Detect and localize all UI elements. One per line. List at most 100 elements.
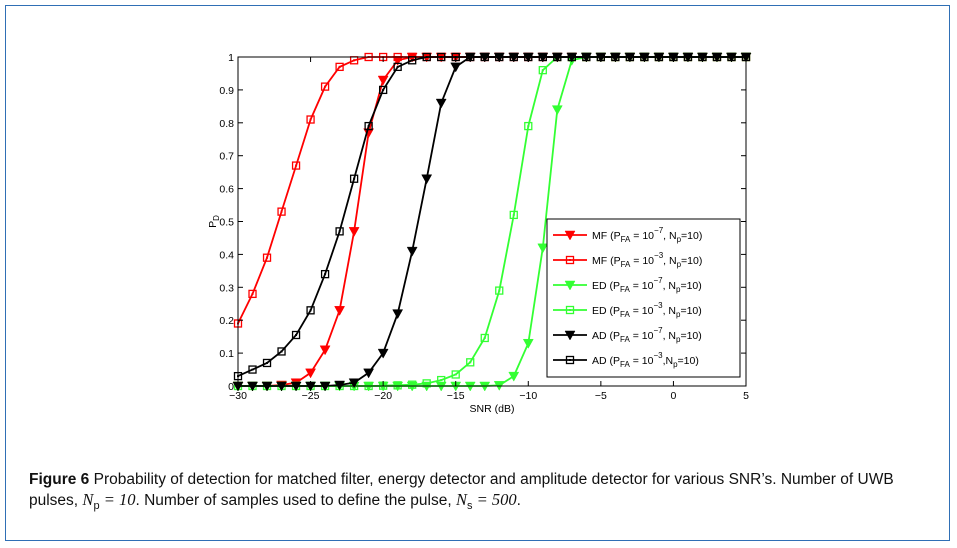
data-point-legend-3 xyxy=(564,280,576,291)
data-point-5 xyxy=(377,348,389,359)
data-point-2 xyxy=(262,253,272,262)
x-tick-label: 0 xyxy=(671,390,677,402)
legend-label-part: FA xyxy=(620,360,630,369)
data-point-3 xyxy=(537,243,549,254)
data-point-center-4 xyxy=(541,69,544,72)
data-point-4 xyxy=(408,380,417,389)
data-point-legend-6 xyxy=(565,355,575,365)
x-tick-label: −10 xyxy=(519,390,537,402)
caption-text-3: . xyxy=(516,492,521,509)
legend-label-part: , N xyxy=(663,330,676,342)
data-point-1 xyxy=(305,368,316,379)
legend-label-part: =10) xyxy=(680,305,701,317)
y-tick-label: 0.4 xyxy=(219,249,234,261)
legend-entry-6: AD (PFA = 10−3,Np=10) xyxy=(553,351,699,369)
data-point-center-6 xyxy=(280,350,283,353)
axes-layer: −30 −25 −20 −15 −10 −5 0 5 0 0.1 0.2 0.3 0.4 0.5 0.6 0.… xyxy=(207,52,749,415)
data-point-center-2 xyxy=(309,118,312,121)
x-axis-label: SNR (dB) xyxy=(470,403,515,415)
data-point-4 xyxy=(422,379,431,388)
caption-ns-subscript: s xyxy=(466,500,473,513)
data-point-4 xyxy=(524,121,533,131)
data-point-center-2 xyxy=(295,164,298,167)
legend-label-part: p xyxy=(676,285,681,294)
data-point-center-legend-6 xyxy=(569,359,571,361)
legend-label-part: −7 xyxy=(654,226,664,235)
legend-label: MF (PFA = 10−3, Np=10) xyxy=(592,251,702,269)
x-tick-label: −20 xyxy=(374,390,392,402)
data-point-legend-1 xyxy=(564,230,576,241)
legend-box xyxy=(546,218,741,378)
legend-label-part: , N xyxy=(663,255,676,267)
legend-label: ED (PFA = 10−3, Np=10) xyxy=(592,301,702,319)
data-point-center-4 xyxy=(396,384,399,387)
y-tick-label: 0.3 xyxy=(219,282,234,294)
data-point-center-4 xyxy=(440,379,443,382)
legend-entry-4: ED (PFA = 10−3, Np=10) xyxy=(553,301,702,319)
y-tick-label: 1 xyxy=(228,52,234,64)
caption-ns-symbol: N xyxy=(455,490,467,509)
chart: −30 −25 −20 −15 −10 −5 0 5 0 0.1 0.2 0.3 0.4 0.5 0.6 0.… xyxy=(207,52,752,415)
legend-label-part: FA xyxy=(620,285,630,294)
data-point-5 xyxy=(406,246,418,257)
legend-label-part: =10) xyxy=(681,230,702,242)
data-point-center-4 xyxy=(483,336,486,339)
y-tick-label: 0.7 xyxy=(219,151,234,163)
data-point-center-6 xyxy=(367,125,370,128)
data-point-center-6 xyxy=(411,59,414,62)
legend-label-part: p xyxy=(676,335,681,344)
data-point-center-4 xyxy=(527,125,530,128)
data-point-6 xyxy=(364,121,373,131)
legend-label-part: −3 xyxy=(653,301,663,310)
legend-label-part: ED (P xyxy=(592,280,620,292)
data-point-center-6 xyxy=(251,368,254,371)
y-tick-label: 0.2 xyxy=(219,315,234,327)
data-point-4 xyxy=(393,381,402,390)
data-point-1 xyxy=(348,227,360,237)
data-point-6 xyxy=(335,227,344,236)
legend-label-part: −3 xyxy=(654,251,664,260)
legend-label: AD (PFA = 10−7, Np=10) xyxy=(592,326,702,344)
legend-label-part: p xyxy=(676,310,681,319)
data-point-6 xyxy=(378,85,388,95)
data-point-6 xyxy=(262,358,272,368)
legend-label-part: −3 xyxy=(653,351,663,360)
data-point-center-2 xyxy=(251,292,254,295)
figure-label: Figure 6 xyxy=(29,471,90,488)
data-point-4 xyxy=(538,66,547,75)
legend-label-part: −7 xyxy=(653,276,663,285)
y-tick-label: 0 xyxy=(228,381,234,393)
legend-label-part: FA xyxy=(620,310,630,319)
legend-label-part: MF (P xyxy=(592,230,621,242)
legend-label-part: FA xyxy=(621,260,631,269)
x-tick-label: −30 xyxy=(229,390,247,402)
data-point-5 xyxy=(435,98,447,109)
legend-label-part: , N xyxy=(663,230,676,242)
y-tick-label: 0.9 xyxy=(219,85,234,97)
legend-label-part: ED (P xyxy=(592,305,620,317)
y-axis-label-subscript: D xyxy=(212,215,221,221)
caption-np-value: = 10 xyxy=(99,490,136,509)
data-point-4 xyxy=(466,358,475,367)
legend-entry-3: ED (PFA = 10−7, Np=10) xyxy=(553,276,702,294)
data-point-3 xyxy=(551,105,563,116)
y-tick-label: 0.5 xyxy=(219,217,234,229)
data-point-6 xyxy=(291,330,301,340)
legend-label-part: AD (P xyxy=(592,330,620,342)
legend-label-part: = 10 xyxy=(630,305,654,317)
legend-entry-1: MF (PFA = 10−7, Np=10) xyxy=(553,226,702,244)
data-point-5 xyxy=(392,309,404,320)
data-point-center-2 xyxy=(266,256,269,259)
data-point-4 xyxy=(451,370,460,379)
data-point-1 xyxy=(319,345,331,356)
data-point-4 xyxy=(509,210,518,220)
legend-label-part: = 10 xyxy=(630,230,654,242)
data-point-5 xyxy=(450,62,462,73)
data-point-legend-4 xyxy=(565,305,575,315)
legend-label-part: FA xyxy=(620,335,630,344)
data-point-3 xyxy=(522,338,534,349)
data-point-center-6 xyxy=(295,334,298,337)
legend-label-part: p xyxy=(673,360,678,369)
legend-label-part: =10) xyxy=(678,355,699,367)
caption-ns-value: = 500 xyxy=(472,490,517,509)
